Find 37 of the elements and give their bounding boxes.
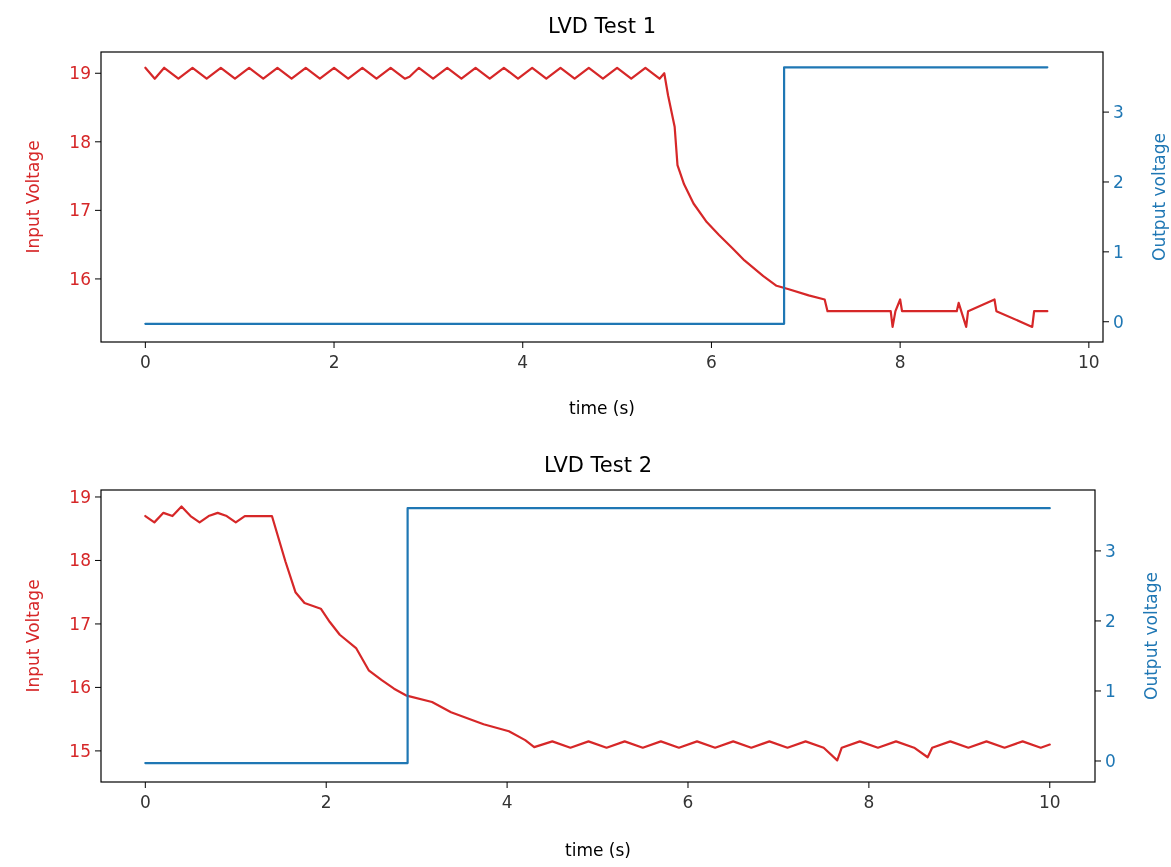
y2-tick-label: 2 — [1105, 610, 1116, 631]
y2-axis-title: Output voltage — [1140, 572, 1161, 700]
chart-title: LVD Test 1 — [548, 14, 656, 38]
y-tick-label: 16 — [69, 268, 91, 289]
x-tick-label: 10 — [1078, 352, 1100, 372]
y-axis-title: Input Voltage — [23, 140, 43, 254]
x-tick-label: 6 — [682, 792, 694, 812]
y-tick-label: 18 — [69, 550, 91, 571]
x-tick-label: 6 — [706, 352, 717, 372]
y2-tick-label: 0 — [1113, 311, 1124, 332]
x-tick-label: 0 — [139, 792, 151, 812]
y-tick-label: 19 — [69, 63, 91, 84]
x-tick-label: 8 — [863, 792, 875, 812]
x-tick-label: 2 — [328, 352, 340, 372]
y2-tick-label: 1 — [1105, 680, 1116, 701]
y-tick-label: 19 — [69, 486, 91, 507]
x-tick-label: 10 — [1038, 792, 1061, 812]
x-tick-label: 8 — [894, 352, 906, 372]
x-tick-label: 0 — [139, 352, 151, 372]
y2-tick-label: 1 — [1113, 241, 1124, 262]
y-tick-label: 16 — [69, 677, 91, 698]
x-axis-title: time (s) — [569, 398, 635, 418]
x-tick-label: 2 — [320, 792, 332, 812]
x-axis-title: time (s) — [565, 840, 631, 860]
y2-axis-title: Output voltage — [1148, 133, 1169, 261]
y-tick-label: 17 — [69, 200, 91, 221]
y-tick-label: 18 — [69, 131, 91, 152]
y2-tick-label: 0 — [1105, 750, 1116, 771]
y-tick-label: 15 — [69, 740, 91, 761]
x-tick-label: 4 — [501, 792, 513, 812]
y-tick-label: 17 — [69, 613, 91, 634]
x-tick-label: 4 — [517, 352, 529, 372]
y2-tick-label: 2 — [1113, 171, 1124, 192]
y2-tick-label: 3 — [1105, 540, 1116, 561]
y2-tick-label: 3 — [1113, 102, 1124, 123]
chart-title: LVD Test 2 — [544, 453, 652, 477]
y-axis-title: Input Voltage — [23, 579, 43, 693]
